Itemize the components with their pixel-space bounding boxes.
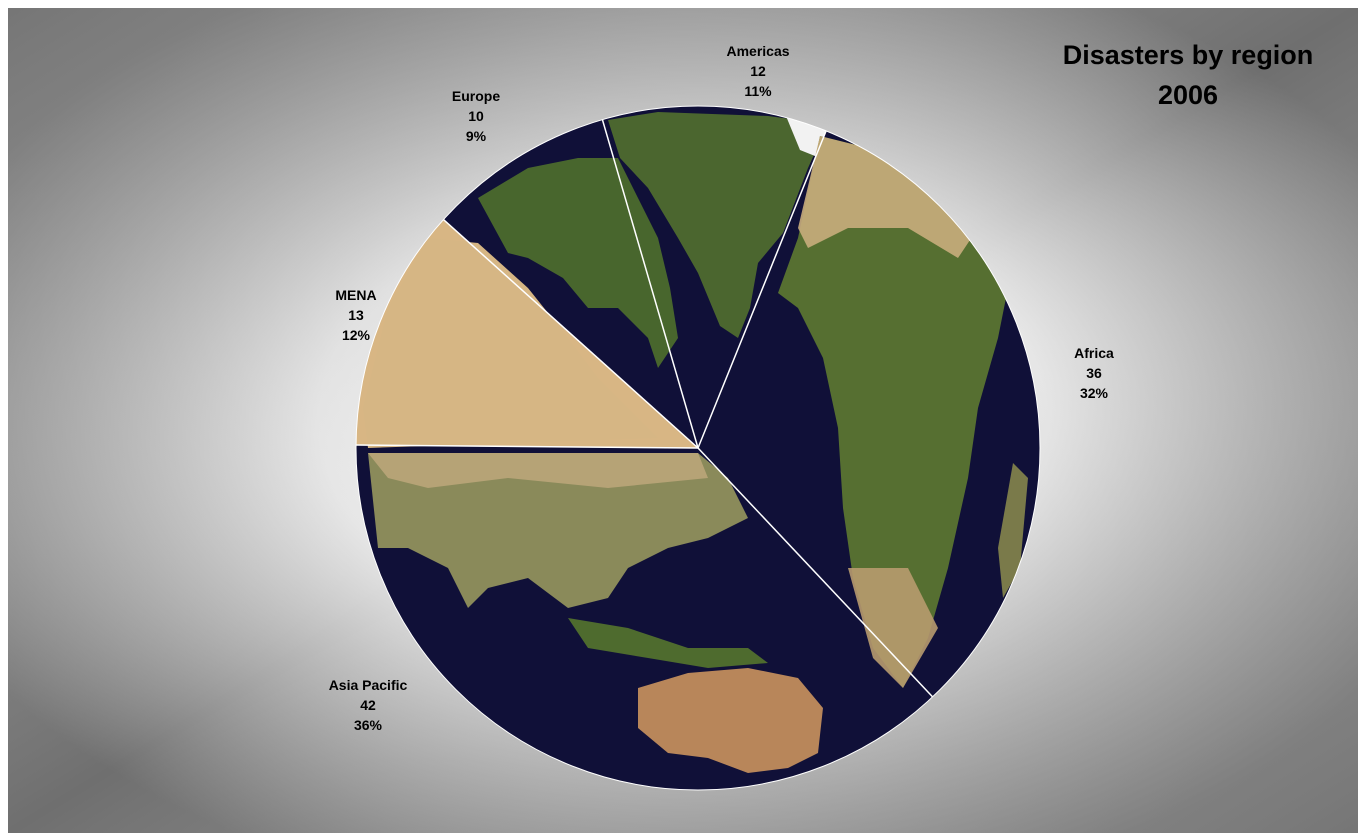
slice-divider	[601, 119, 699, 449]
slice-percent: 36%	[353, 717, 383, 733]
land-europe	[478, 158, 678, 368]
land-asia	[368, 453, 748, 608]
slice-divider	[697, 130, 827, 449]
slice-percent: 11%	[744, 83, 772, 99]
earth-imagery	[363, 112, 1028, 773]
pie-chart	[355, 105, 1041, 791]
slice-value: 10	[468, 108, 484, 124]
slice-percent: 9%	[465, 128, 487, 144]
slice-name: Europe	[451, 88, 501, 104]
slice-percent: 12%	[341, 327, 371, 343]
land-siberia	[368, 453, 708, 488]
chart-title: Disasters by region	[1062, 40, 1314, 70]
slice-name: Africa	[1074, 345, 1114, 361]
land-indonesia	[568, 618, 768, 668]
land-sahara	[798, 136, 978, 258]
land-south-africa	[848, 568, 938, 688]
slice-divider	[442, 218, 699, 449]
pie-outline	[355, 105, 1041, 791]
slice-label-europe: Europe 10 9%	[406, 86, 546, 146]
slice-divider	[697, 447, 934, 698]
slice-label-americas: Americas 12 11%	[688, 41, 828, 101]
chart-subtitle: 2006	[1157, 80, 1219, 110]
slice-value: 12	[750, 63, 766, 79]
land-mena	[363, 238, 658, 448]
slice-name: MENA	[335, 287, 377, 303]
slice-value: 13	[348, 307, 364, 323]
land-australia	[638, 668, 823, 773]
slice-percent: 32%	[1079, 385, 1109, 401]
slice-label-asia-pacific: Asia Pacific 42 36%	[298, 675, 438, 735]
slice-value: 42	[360, 697, 376, 713]
slice-label-africa: Africa 36 32%	[1024, 343, 1164, 403]
slice-value: 36	[1086, 365, 1102, 381]
slice-divider	[356, 444, 699, 449]
land-madagascar	[998, 463, 1028, 598]
land-africa	[778, 136, 1008, 688]
slice-name: Americas	[726, 43, 790, 59]
slice-name: Asia Pacific	[328, 677, 408, 693]
slice-label-mena: MENA 13 12%	[286, 285, 426, 345]
land-north-america	[608, 112, 828, 338]
chart-area: Disasters by region 2006 Africa 36 32% Asia…	[8, 8, 1358, 833]
slice-dividers	[355, 105, 1041, 791]
